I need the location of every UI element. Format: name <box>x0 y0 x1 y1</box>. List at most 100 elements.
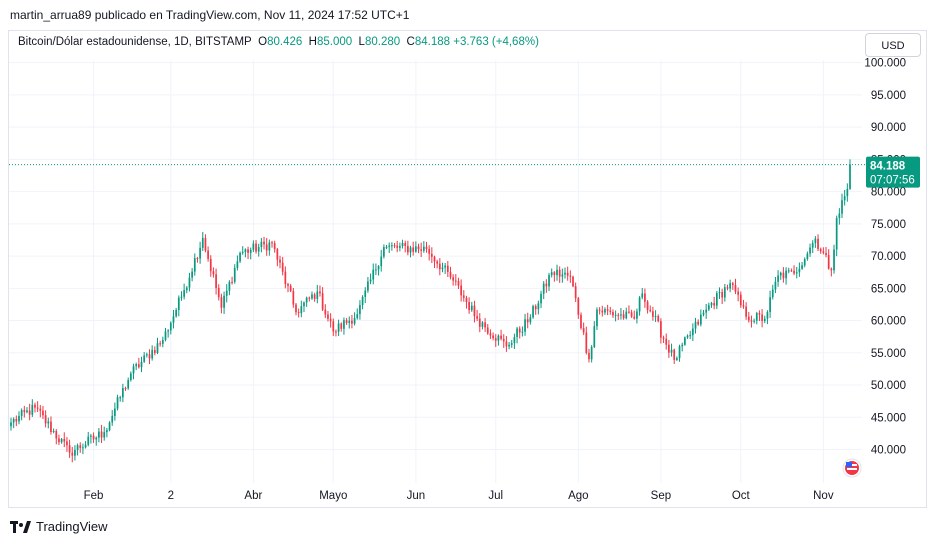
candle <box>500 329 502 341</box>
candle <box>114 402 116 421</box>
candle-body <box>697 321 700 325</box>
candle-body <box>798 268 801 273</box>
candle <box>12 417 15 429</box>
candle <box>465 295 468 309</box>
candle-body <box>473 305 476 317</box>
candle-body <box>329 318 332 322</box>
candle-body <box>36 407 39 409</box>
candle-body <box>763 318 766 322</box>
y-tick-label: 70.000 <box>871 251 906 263</box>
candle-body <box>811 243 814 248</box>
currency-button[interactable]: USD <box>865 33 921 57</box>
candle <box>177 295 180 317</box>
candle-body <box>553 272 556 276</box>
y-axis[interactable]: 40.000 45.000 50.000 55.000 60.000 65.000 70.0… <box>864 58 906 457</box>
candle-body <box>622 314 625 319</box>
candle <box>340 322 343 332</box>
candle-body <box>638 297 641 312</box>
candle-body <box>676 358 678 360</box>
candle <box>279 255 281 269</box>
candle-body <box>657 316 660 322</box>
candle-body <box>771 289 774 298</box>
candle-body <box>20 410 23 416</box>
candle <box>542 281 545 300</box>
candle <box>161 336 164 348</box>
open-label: O <box>258 36 268 48</box>
candle <box>452 274 455 286</box>
candle <box>215 268 217 295</box>
candle-body <box>691 328 694 336</box>
candle-body <box>207 250 209 259</box>
candle <box>564 267 566 279</box>
candle-body <box>396 245 399 248</box>
candle <box>723 283 726 302</box>
candle-body <box>569 275 572 277</box>
candle <box>620 307 622 320</box>
candle-body <box>217 288 220 298</box>
candle-body <box>814 238 817 244</box>
flag-icon[interactable] <box>842 458 862 478</box>
candle <box>750 315 753 328</box>
candle <box>263 236 265 250</box>
candle-body <box>787 270 790 272</box>
candle-body <box>702 312 705 315</box>
candle-body <box>241 251 244 253</box>
y-tick-label: 95.000 <box>871 90 906 102</box>
candle-body <box>255 243 257 252</box>
candle <box>82 443 84 455</box>
candle <box>835 215 838 257</box>
candle <box>68 439 71 458</box>
candle <box>430 247 433 264</box>
candle-body <box>201 238 204 248</box>
candle-body <box>311 294 313 299</box>
footer-brand[interactable]: TradingView <box>10 519 108 534</box>
symbol-label[interactable]: Bitcoin/Dólar estadounidense, 1D, BITSTA… <box>18 36 252 48</box>
candle-body <box>103 432 106 438</box>
candle <box>42 405 44 419</box>
x-axis[interactable]: Feb 2 Abr Mayo Jun Jul Ago Sep Oct Nov <box>84 490 834 502</box>
candle-body <box>132 366 135 374</box>
candle-body <box>715 293 718 306</box>
candle <box>633 310 636 320</box>
candle-body <box>42 410 44 416</box>
candle <box>313 292 316 302</box>
candle-body <box>681 344 684 347</box>
candle-body <box>79 445 82 448</box>
candle <box>622 310 625 320</box>
candle-body <box>502 338 505 342</box>
candle <box>44 410 47 428</box>
candle <box>391 242 393 251</box>
candle <box>446 261 449 278</box>
candle <box>438 258 441 276</box>
candle <box>641 287 644 300</box>
candle-body <box>161 339 164 344</box>
candle-body <box>444 265 447 268</box>
candle <box>513 333 516 350</box>
candle-body <box>470 305 473 311</box>
candle-body <box>359 304 361 315</box>
publisher-caption: martin_arrua89 publicado en TradingView.… <box>10 8 410 22</box>
candle <box>662 335 665 343</box>
last-price-value: 84.188 <box>870 161 906 173</box>
candle <box>153 346 156 356</box>
candle <box>284 266 287 289</box>
x-tick-label: Sep <box>651 490 671 502</box>
candle <box>460 279 462 302</box>
candle-body <box>345 320 348 323</box>
candle-body <box>670 349 673 353</box>
candle <box>353 312 356 326</box>
candle <box>566 266 569 281</box>
candle <box>846 183 849 202</box>
candle-body <box>337 323 340 332</box>
candle-body <box>212 271 215 275</box>
candle-body <box>731 283 734 286</box>
candle <box>183 283 185 300</box>
candle-body <box>351 320 353 324</box>
low-label: L <box>358 36 365 48</box>
candle <box>260 237 263 253</box>
candle-body <box>723 287 726 298</box>
candle-body <box>521 331 524 333</box>
candle-body <box>74 449 76 456</box>
candle-body <box>82 447 84 449</box>
